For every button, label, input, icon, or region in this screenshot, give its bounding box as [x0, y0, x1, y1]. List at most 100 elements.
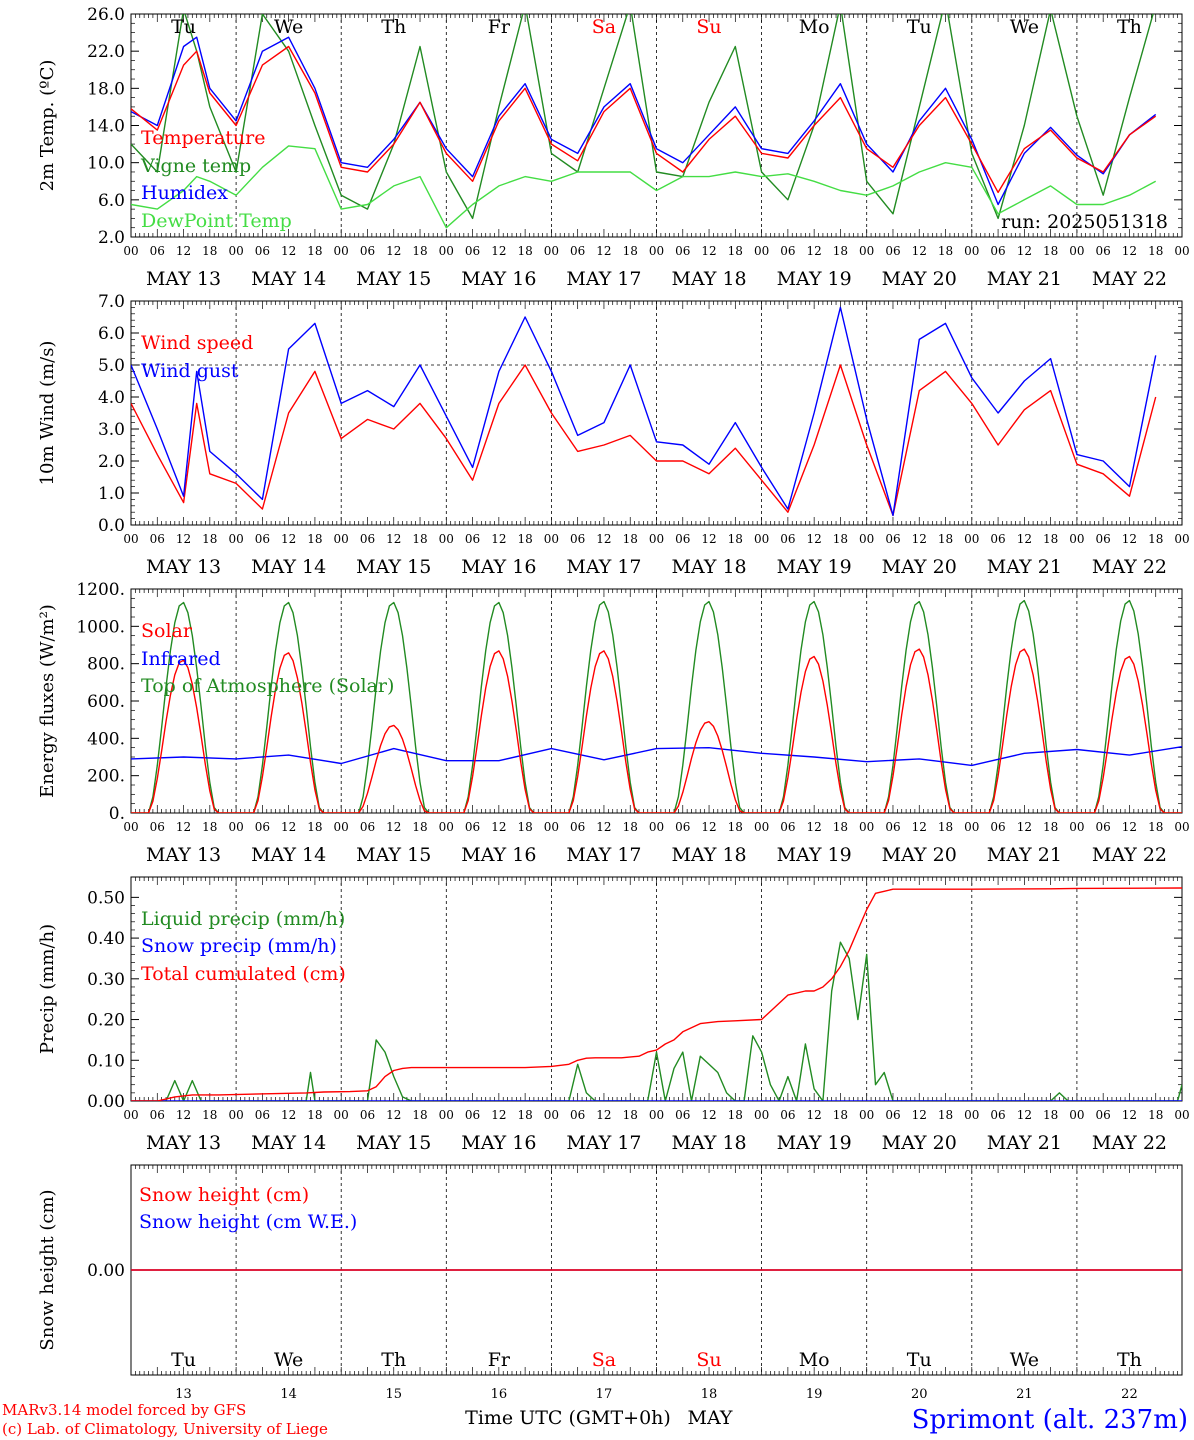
day-name-bottom: Mo: [799, 1349, 830, 1371]
panel-1: 2.0 6.0 10.0 14.0 18.0 22.0 26.0 2m Temp. (ºC) T…: [37, 5, 1190, 290]
x-hour-label: 00: [334, 1108, 349, 1122]
x-hour-label: 00: [544, 1108, 559, 1122]
legend-entry: Wind speed: [141, 332, 253, 354]
x-hour-label: 00: [859, 1108, 874, 1122]
x-hour-label: 06: [150, 820, 165, 834]
x-hour-label: 06: [570, 244, 585, 258]
day-name-top: Th: [381, 16, 406, 38]
x-date-label: MAY 20: [882, 1132, 957, 1154]
y-axis-title: Precip (mm/h): [37, 924, 58, 1054]
x-hour-label: 00: [1069, 820, 1084, 834]
legend-entry: Snow precip (mm/h): [141, 935, 337, 957]
y-tick-label: 3.0: [98, 420, 125, 440]
x-hour-label: 12: [1122, 820, 1137, 834]
legend-entry: Liquid precip (mm/h): [141, 908, 345, 930]
x-hour-label: 18: [412, 532, 427, 546]
x-hour-label: 06: [465, 244, 480, 258]
x-hour-label: 12: [807, 244, 822, 258]
x-hour-label: 00: [544, 244, 559, 258]
x-hour-label: 00: [544, 820, 559, 834]
x-hour-label: 18: [728, 1108, 743, 1122]
x-hour-label: 18: [623, 1108, 638, 1122]
y-tick-label: 7.0: [98, 292, 125, 312]
y-tick-label: 400.: [87, 729, 125, 749]
y-axis-title: Energy fluxes (W/m²): [37, 604, 58, 798]
x-hour-label: 06: [1096, 244, 1111, 258]
day-name-top: Sa: [592, 16, 616, 38]
x-hour-label: 00: [123, 244, 138, 258]
series-temperature: [131, 45, 1157, 194]
series-total-cumulated-cm: [131, 887, 1182, 1101]
x-hour-label: 06: [780, 244, 795, 258]
x-date-label: MAY 19: [777, 1132, 852, 1154]
panel-3: 0. 200. 400. 600. 800. 1000. 1200. Energy fluxe…: [37, 580, 1190, 866]
x-hour-label: 06: [570, 532, 585, 546]
x-hour-label: 18: [412, 1108, 427, 1122]
x-hour-label: 06: [465, 532, 480, 546]
x-hour-label: 12: [1017, 532, 1032, 546]
x-hour-label: 06: [780, 532, 795, 546]
day-name-bottom: We: [274, 1349, 303, 1371]
x-date-label: MAY 18: [671, 1132, 746, 1154]
x-hour-label: 12: [281, 820, 296, 834]
x-date-label: MAY 17: [566, 844, 641, 866]
day-name-top: Su: [696, 16, 721, 38]
day-name-bottom: Th: [1117, 1349, 1142, 1371]
credit-line-1: MARv3.14 model forced by GFS: [2, 1401, 246, 1419]
y-tick-label: 0.: [109, 804, 125, 824]
x-hour-label: 00: [334, 244, 349, 258]
legend-entry: DewPoint Temp: [141, 210, 292, 232]
month-label: MAY: [688, 1407, 733, 1429]
series-top-of-atmosphere-solar: [131, 599, 1182, 813]
x-hour-label: 18: [1043, 1108, 1058, 1122]
day-name-top: Mo: [799, 16, 830, 38]
x-hour-label: 06: [780, 1108, 795, 1122]
y-tick-label: 2.0: [98, 228, 125, 248]
x-hour-label: 00: [228, 1108, 243, 1122]
x-hour-label: 00: [754, 1108, 769, 1122]
x-hour-label: 18: [1148, 820, 1163, 834]
x-hour-label: 12: [596, 1108, 611, 1122]
x-hour-label: 00: [439, 532, 454, 546]
x-hour-label: 12: [807, 820, 822, 834]
x-date-label: MAY 19: [777, 268, 852, 290]
day-name-top: Tu: [907, 16, 932, 38]
x-hour-label: 18: [623, 820, 638, 834]
x-hour-label: 06: [990, 532, 1005, 546]
x-hour-label: 00: [1174, 1108, 1189, 1122]
x-hour-label: 00: [964, 532, 979, 546]
x-hour-label: 06: [675, 244, 690, 258]
x-date-label: MAY 22: [1092, 844, 1167, 866]
x-hour-label: 18: [833, 1108, 848, 1122]
x-date-label: MAY 19: [777, 844, 852, 866]
series-layer: [131, 599, 1182, 813]
x-hour-label: 00: [964, 820, 979, 834]
x-hour-label: 00: [1069, 532, 1084, 546]
x-date-label: MAY 16: [461, 844, 536, 866]
series-solar: [131, 648, 1182, 813]
y-tick-label: 0.0: [98, 516, 125, 536]
y-tick-label: 10.0: [87, 154, 125, 174]
x-date-label: MAY 13: [146, 268, 221, 290]
x-hour-label: 06: [255, 1108, 270, 1122]
y-tick-label: 18.0: [87, 79, 125, 99]
x-hour-label: 18: [833, 244, 848, 258]
x-hour-label: 12: [386, 244, 401, 258]
series-layer: [131, 306, 1157, 517]
y-tick-label: 0.30: [87, 970, 125, 990]
x-hour-label: 00: [439, 244, 454, 258]
x-hour-label: 00: [1069, 244, 1084, 258]
x-hour-label: 00: [649, 532, 664, 546]
y-tick-label: 0.00: [87, 1261, 125, 1281]
x-hour-label: 06: [150, 244, 165, 258]
x-hour-label: 12: [281, 244, 296, 258]
x-hour-label: 12: [807, 1108, 822, 1122]
x-hour-label: 12: [912, 532, 927, 546]
x-hour-label: 12: [281, 1108, 296, 1122]
y-tick-label: 1000.: [76, 617, 125, 637]
day-name-top: Fr: [488, 16, 511, 38]
legend-entry: Solar: [141, 620, 193, 642]
x-hour-label: 12: [491, 532, 506, 546]
day-name-top: Th: [1117, 16, 1142, 38]
